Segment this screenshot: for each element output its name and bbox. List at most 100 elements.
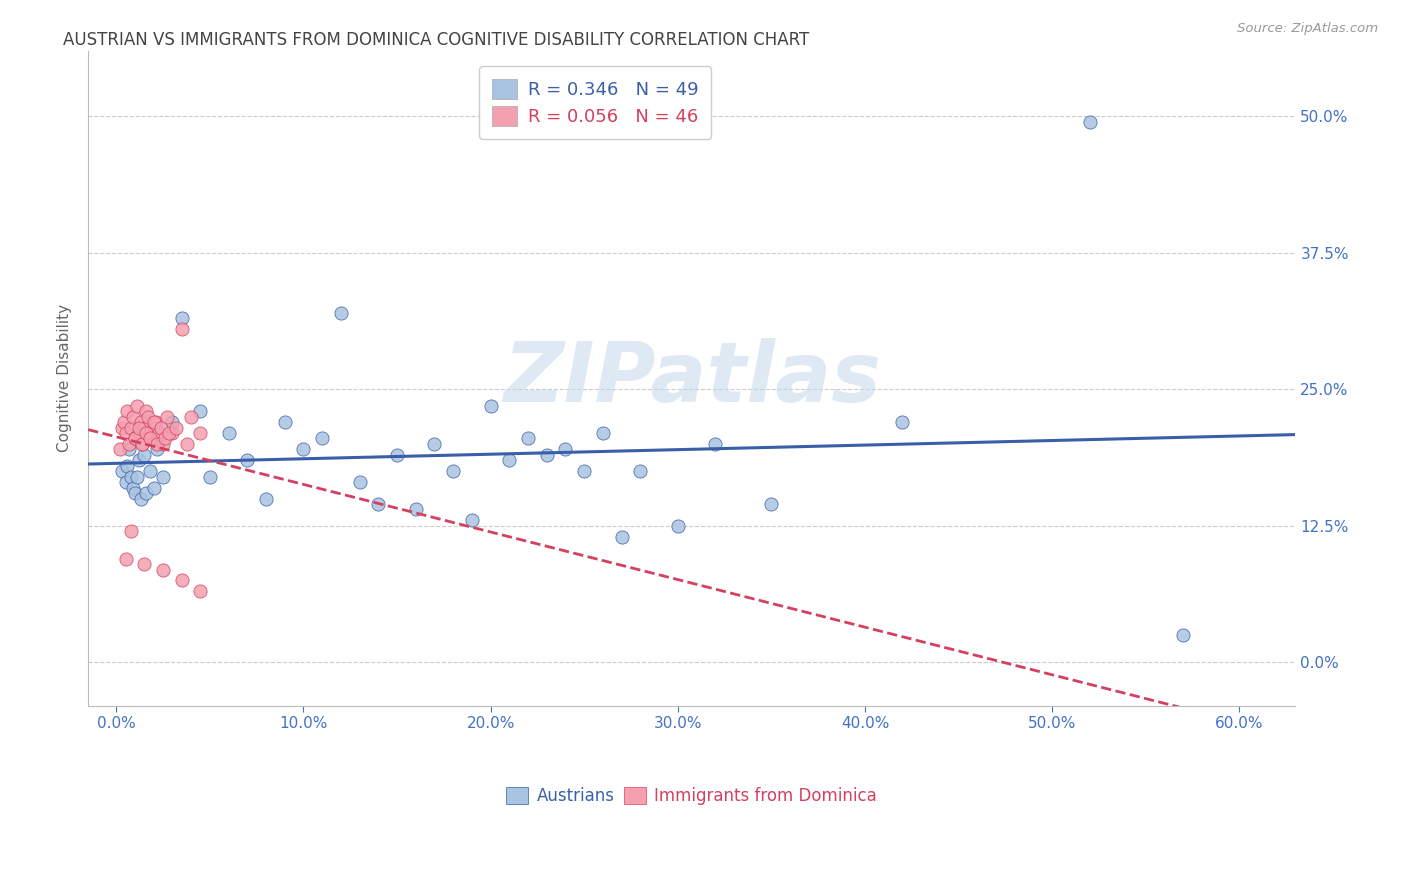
Point <box>498 453 520 467</box>
Point <box>385 448 408 462</box>
Point <box>134 557 156 571</box>
Point <box>292 442 315 457</box>
Point <box>128 425 150 440</box>
Text: AUSTRIAN VS IMMIGRANTS FROM DOMINICA COGNITIVE DISABILITY CORRELATION CHART: AUSTRIAN VS IMMIGRANTS FROM DOMINICA COG… <box>63 31 810 49</box>
Point <box>162 415 184 429</box>
Y-axis label: Cognitive Disability: Cognitive Disability <box>58 304 72 452</box>
Point <box>125 399 148 413</box>
Point <box>1078 114 1101 128</box>
Point <box>128 420 150 434</box>
Point <box>190 404 212 418</box>
Point <box>136 409 159 424</box>
Point <box>111 464 134 478</box>
Point <box>152 562 174 576</box>
Point <box>367 497 389 511</box>
Point <box>146 437 169 451</box>
Point <box>139 432 162 446</box>
Point <box>479 399 502 413</box>
Point <box>536 448 558 462</box>
Point <box>273 415 295 429</box>
Point <box>1173 628 1195 642</box>
Point <box>157 425 180 440</box>
Point <box>111 420 134 434</box>
Point <box>311 432 333 446</box>
Point <box>170 574 193 588</box>
Point <box>142 481 165 495</box>
Point <box>517 432 540 446</box>
Point <box>114 475 136 490</box>
Point <box>423 437 446 451</box>
Point <box>236 453 259 467</box>
Point <box>170 311 193 326</box>
Point <box>117 404 139 418</box>
Point <box>131 437 153 451</box>
Text: ZIPatlas: ZIPatlas <box>503 338 880 419</box>
Point <box>405 502 427 516</box>
Point <box>554 442 576 457</box>
Point <box>114 425 136 440</box>
Point <box>129 491 152 506</box>
Point <box>117 458 139 473</box>
Point <box>120 420 142 434</box>
Point <box>152 437 174 451</box>
Point <box>142 420 165 434</box>
Point <box>125 469 148 483</box>
Point <box>124 432 146 446</box>
Text: Source: ZipAtlas.com: Source: ZipAtlas.com <box>1237 22 1378 36</box>
Point <box>128 453 150 467</box>
Point <box>441 464 464 478</box>
Point <box>135 404 157 418</box>
Point <box>134 448 156 462</box>
Point <box>120 469 142 483</box>
Legend: Austrians, Immigrants from Dominica: Austrians, Immigrants from Dominica <box>499 780 884 812</box>
Point <box>349 475 371 490</box>
Point <box>135 486 157 500</box>
Point <box>148 425 170 440</box>
Point <box>141 432 163 446</box>
Point <box>134 420 156 434</box>
Point <box>666 518 689 533</box>
Point <box>592 425 614 440</box>
Point <box>139 425 162 440</box>
Point <box>190 425 212 440</box>
Point <box>254 491 277 506</box>
Point <box>146 442 169 457</box>
Point <box>145 415 167 429</box>
Point <box>176 437 198 451</box>
Point <box>135 425 157 440</box>
Point <box>114 551 136 566</box>
Point <box>120 524 142 539</box>
Point <box>165 420 187 434</box>
Point <box>108 442 131 457</box>
Point <box>118 437 141 451</box>
Point <box>704 437 727 451</box>
Point <box>170 322 193 336</box>
Point <box>142 415 165 429</box>
Point <box>329 306 352 320</box>
Point <box>761 497 783 511</box>
Point <box>218 425 240 440</box>
Point <box>118 442 141 457</box>
Point <box>112 415 135 429</box>
Point <box>124 432 146 446</box>
Point <box>153 432 176 446</box>
Point <box>152 469 174 483</box>
Point <box>122 409 145 424</box>
Point <box>162 425 184 440</box>
Point <box>146 432 169 446</box>
Point <box>131 437 153 451</box>
Point <box>198 469 221 483</box>
Point <box>129 415 152 429</box>
Point <box>628 464 651 478</box>
Point <box>891 415 914 429</box>
Point <box>180 409 202 424</box>
Point <box>139 464 162 478</box>
Point <box>572 464 595 478</box>
Point <box>150 420 173 434</box>
Point <box>156 409 179 424</box>
Point <box>124 486 146 500</box>
Point <box>190 584 212 599</box>
Point <box>461 513 484 527</box>
Point <box>610 530 633 544</box>
Point <box>122 481 145 495</box>
